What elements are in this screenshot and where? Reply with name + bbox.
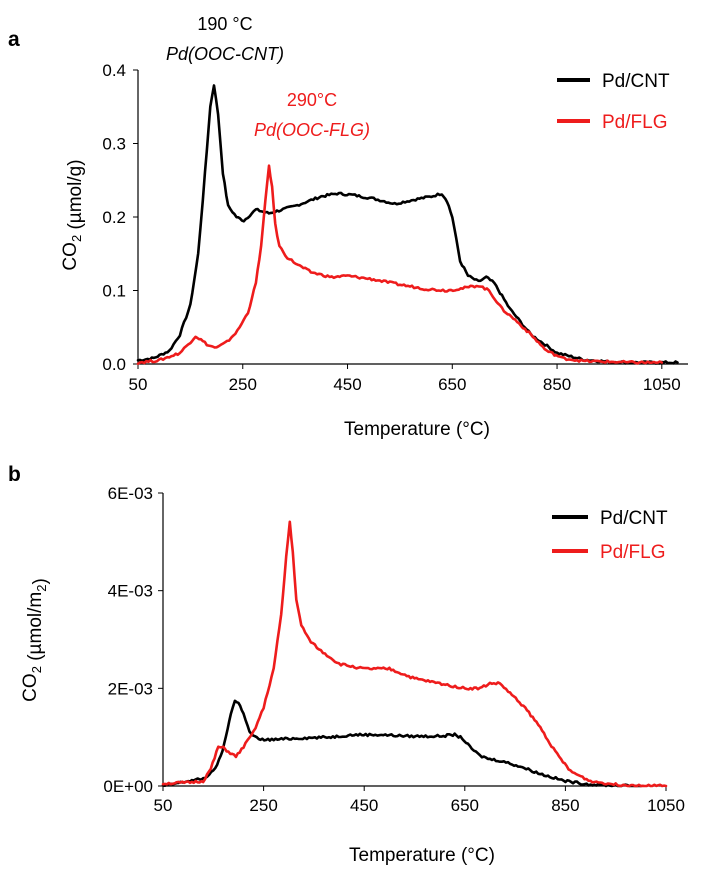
annotation-peak-flg-species: Pd(OOC-FLG) — [254, 120, 370, 140]
series-line-pd-flg — [161, 520, 668, 788]
y-tick-label: 2E-03 — [108, 679, 153, 698]
x-tick-label: 1050 — [647, 796, 685, 815]
y-tick-label: 0.0 — [102, 355, 126, 374]
series-line-pd-cnt — [161, 699, 643, 788]
panel-b-label: b — [8, 463, 21, 486]
x-tick-label: 450 — [350, 796, 378, 815]
panel-a-chart: a 50 250 450 650 850 1050 0.0 0.1 0.2 0.3 0.4 Temp… — [8, 14, 688, 440]
x-tick-label: 250 — [249, 796, 277, 815]
panel-a-y-axis-label: CO2 (µmol/g) — [60, 159, 86, 270]
series-line-pd-cnt — [136, 84, 679, 365]
legend-label-pd-flg: Pd/FLG — [602, 112, 667, 133]
y-tick-label: 4E-03 — [108, 582, 153, 601]
y-tick-label: 0.2 — [102, 208, 126, 227]
panel-b-legend: Pd/CNT Pd/FLG — [552, 508, 668, 563]
x-tick-label: 50 — [129, 375, 148, 394]
panel-b-chart: b 50 250 450 650 850 1050 0E+00 2E-03 4E-03 6E-03… — [8, 463, 685, 866]
legend-label-pd-cnt: Pd/CNT — [602, 71, 670, 92]
y-tick-label: 0.3 — [102, 135, 126, 154]
x-tick-label: 850 — [543, 375, 571, 394]
panel-a-x-axis-label: Temperature (°C) — [344, 419, 490, 440]
x-tick-label: 1050 — [643, 375, 681, 394]
y-tick-label: 0.4 — [102, 61, 126, 80]
annotation-peak-flg-temp: 290°C — [287, 90, 337, 110]
legend-label-pd-flg: Pd/FLG — [600, 542, 665, 563]
x-tick-label: 650 — [438, 375, 466, 394]
panel-b-x-axis-label: Temperature (°C) — [349, 845, 495, 866]
x-tick-label: 650 — [451, 796, 479, 815]
panel-a-label: a — [8, 28, 20, 51]
annotation-peak-cnt-temp: 190 °C — [197, 14, 252, 34]
x-tick-label: 250 — [229, 375, 257, 394]
panel-b-y-axis-label: CO2 (µmol/m2) — [20, 578, 51, 702]
x-tick-label: 50 — [154, 796, 173, 815]
y-tick-label: 6E-03 — [108, 484, 153, 503]
annotation-peak-cnt-species: Pd(OOC-CNT) — [166, 44, 284, 64]
panel-a-legend: Pd/CNT Pd/FLG — [557, 71, 670, 133]
y-tick-label: 0.1 — [102, 282, 126, 301]
x-tick-label: 850 — [551, 796, 579, 815]
y-tick-label: 0E+00 — [103, 777, 153, 796]
legend-label-pd-cnt: Pd/CNT — [600, 508, 668, 529]
x-tick-label: 450 — [333, 375, 361, 394]
series-line-pd-flg — [136, 164, 664, 365]
